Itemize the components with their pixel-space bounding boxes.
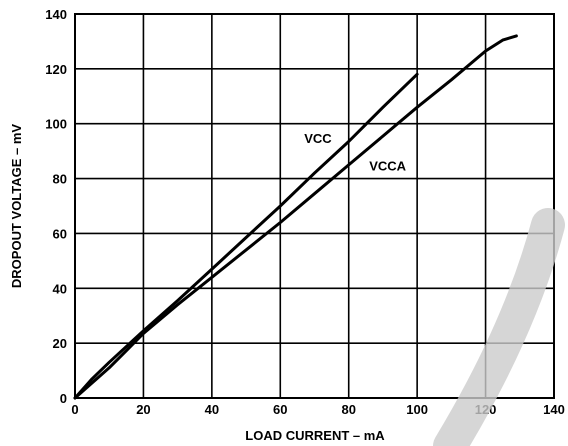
y-tick-label: 20 (53, 336, 67, 351)
y-tick-labels: 0 20 40 60 80 100 120 140 (45, 7, 67, 406)
plot-frame (74, 13, 555, 399)
grid-lines (74, 13, 555, 399)
x-tick-label: 100 (406, 402, 428, 417)
series-line-vcca (73, 34, 518, 400)
x-tick-label: 140 (543, 402, 565, 417)
y-tick-label: 120 (45, 62, 67, 77)
y-tick-label: 140 (45, 7, 67, 22)
x-tick-label: 20 (136, 402, 150, 417)
x-tick-label: 0 (71, 402, 78, 417)
y-tick-label: 100 (45, 117, 67, 132)
x-tick-label: 40 (205, 402, 219, 417)
y-tick-label: 80 (53, 172, 67, 187)
x-axis-label: LOAD CURRENT – mA (245, 428, 385, 443)
y-tick-label: 0 (60, 391, 67, 406)
series-label-vcca: VCCA (369, 158, 406, 173)
x-tick-label: 80 (341, 402, 355, 417)
y-tick-label: 60 (53, 226, 67, 241)
x-tick-label: 60 (273, 402, 287, 417)
watermark-swirl (433, 208, 565, 446)
y-tick-label: 40 (53, 281, 67, 296)
series-label-vcc: VCC (304, 131, 332, 146)
series-lines (73, 34, 518, 400)
annotation-labels: VCC VCCA (304, 131, 406, 173)
x-tick-labels: 0 20 40 60 80 100 120 140 (71, 402, 564, 417)
series-line-vcc (73, 72, 419, 400)
y-axis-label: DROPOUT VOLTAGE – mV (9, 124, 24, 289)
